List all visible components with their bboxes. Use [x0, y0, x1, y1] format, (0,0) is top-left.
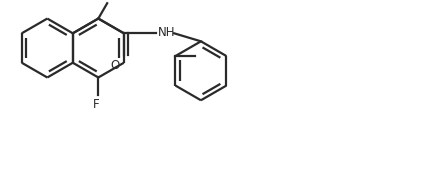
Text: NH: NH — [158, 26, 176, 39]
Text: F: F — [93, 98, 100, 111]
Text: O: O — [110, 59, 119, 72]
